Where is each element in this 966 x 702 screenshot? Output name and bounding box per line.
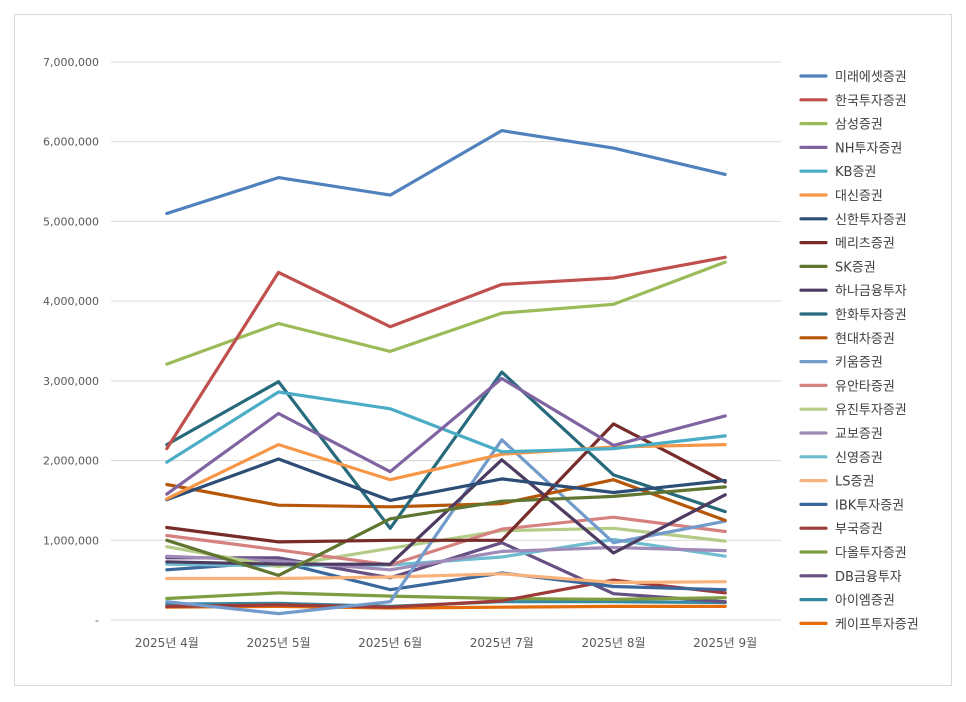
series-line-7	[165, 457, 727, 502]
line-chart: - 1,000,000 2,000,000 3,000,000 4,000,000 5,0…	[43, 56, 919, 650]
series-line-16	[165, 545, 727, 572]
legend-entry: 하나금융투자	[835, 284, 907, 299]
series-line-11	[165, 370, 727, 530]
legend-entry: 한국투자증권	[835, 94, 907, 109]
series-line-14	[165, 515, 727, 567]
y-tick-label: -	[95, 614, 99, 627]
series-line-1	[165, 128, 727, 216]
y-axis-ticks: - 1,000,000 2,000,000 3,000,000 4,000,000 5,0…	[43, 56, 99, 627]
y-tick-label: 3,000,000	[43, 375, 99, 388]
x-tick-label: 2025년 9월	[693, 636, 757, 650]
legend-entry: 부국증권	[835, 522, 883, 537]
series-lines	[165, 128, 727, 616]
legend-entry: DB금융투자	[835, 570, 902, 585]
legend-entry: 현대차증권	[835, 332, 895, 347]
series-line-3	[165, 260, 727, 366]
series-line-2	[165, 255, 727, 451]
legend-entry: IBK투자증권	[835, 498, 904, 513]
x-tick-label: 2025년 5월	[246, 636, 310, 650]
x-axis-ticks: 2025년 4월 2025년 5월 2025년 6월 2025년 7월 2025년 8월…	[135, 636, 757, 650]
legend-entry: 신한투자증권	[835, 213, 907, 228]
legend-entry: SK증권	[835, 260, 876, 275]
legend-entry: 아이엠증권	[835, 594, 895, 609]
legend-entry: 교보증권	[835, 427, 883, 442]
legend-entry: 한화투자증권	[835, 308, 907, 323]
x-tick-label: 2025년 8월	[581, 636, 645, 650]
x-tick-label: 2025년 6월	[358, 636, 422, 650]
legend-entry: 케이프투자증권	[835, 617, 919, 632]
series-line-9	[165, 485, 727, 578]
y-tick-label: 2,000,000	[43, 455, 99, 468]
legend-entry: 삼성증권	[835, 118, 883, 133]
legend-entry: 유안타증권	[835, 379, 895, 394]
y-tick-label: 6,000,000	[43, 136, 99, 149]
y-tick-label: 5,000,000	[43, 215, 99, 228]
legend-entry: 신영증권	[835, 451, 883, 466]
x-tick-label: 2025년 7월	[470, 636, 534, 650]
series-line-21	[165, 591, 727, 601]
gridlines	[111, 61, 781, 621]
series-line-13	[165, 438, 727, 616]
x-tick-label: 2025년 4월	[135, 636, 199, 650]
legend-entry: 대신증권	[835, 189, 883, 204]
legend-entry: 키움증권	[835, 356, 883, 371]
legend-entry: KB증권	[835, 165, 876, 180]
legend-entry: LS증권	[835, 475, 874, 490]
series-line-5	[165, 390, 727, 464]
y-tick-label: 7,000,000	[43, 56, 99, 69]
series-line-4	[165, 376, 727, 496]
series-line-12	[165, 478, 727, 522]
series-line-18	[165, 572, 727, 585]
legend-entry: 유진투자증권	[835, 403, 907, 418]
series-line-10	[165, 458, 727, 566]
chart-frame: - 1,000,000 2,000,000 3,000,000 4,000,000 5,0…	[14, 14, 952, 686]
y-tick-label: 4,000,000	[43, 295, 99, 308]
series-line-8	[165, 422, 727, 544]
legend-entry: 다올투자증권	[835, 546, 907, 561]
y-tick-label: 1,000,000	[43, 534, 99, 547]
legend-entry: 미래에셋증권	[835, 70, 907, 85]
legend-entry: NH투자증권	[835, 141, 902, 156]
legend-entry: 메리츠증권	[835, 237, 895, 252]
